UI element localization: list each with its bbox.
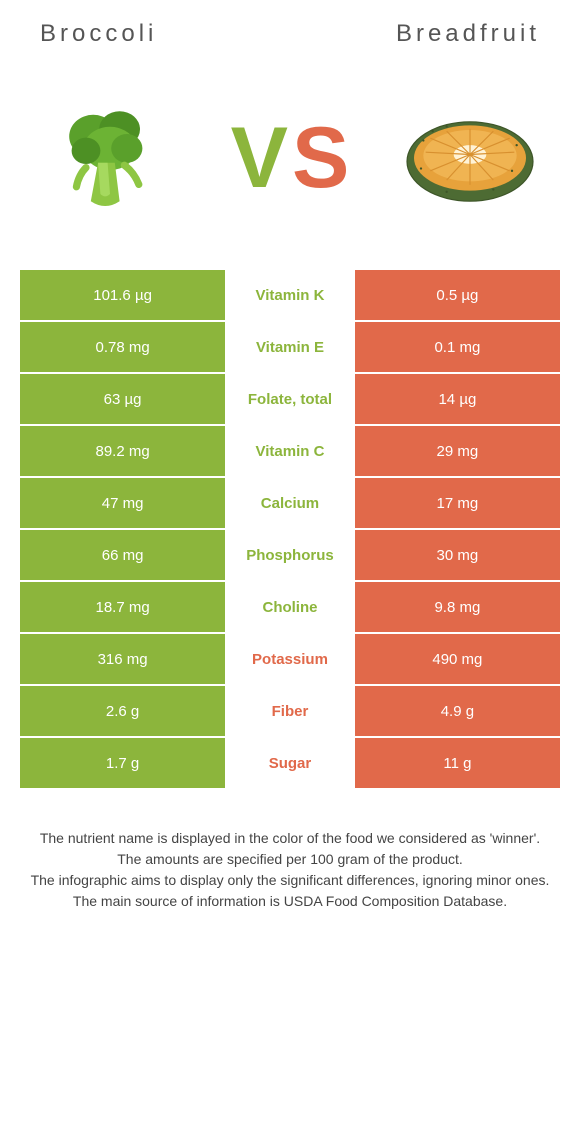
footnote-line: The infographic aims to display only the… xyxy=(30,870,550,891)
table-row: 316 mgPotassium490 mg xyxy=(20,633,560,685)
right-food-title: Breadfruit xyxy=(396,20,540,48)
illustration-row: V S xyxy=(20,58,560,268)
nutrient-name-cell: Vitamin C xyxy=(225,425,355,477)
nutrient-name-cell: Choline xyxy=(225,581,355,633)
left-value-cell: 1.7 g xyxy=(20,737,225,789)
nutrient-name-cell: Potassium xyxy=(225,633,355,685)
left-value-cell: 18.7 mg xyxy=(20,581,225,633)
table-row: 101.6 µgVitamin K0.5 µg xyxy=(20,269,560,321)
table-row: 2.6 gFiber4.9 g xyxy=(20,685,560,737)
breadfruit-icon xyxy=(400,88,540,228)
left-value-cell: 63 µg xyxy=(20,373,225,425)
vs-label: V S xyxy=(231,115,350,201)
nutrient-name-cell: Fiber xyxy=(225,685,355,737)
vs-letter-s: S xyxy=(292,115,349,201)
table-row: 47 mgCalcium17 mg xyxy=(20,477,560,529)
nutrient-name-cell: Calcium xyxy=(225,477,355,529)
nutrient-name-cell: Vitamin E xyxy=(225,321,355,373)
nutrient-name-cell: Phosphorus xyxy=(225,529,355,581)
table-row: 18.7 mgCholine9.8 mg xyxy=(20,581,560,633)
left-food-title: Broccoli xyxy=(40,20,157,48)
footnote-line: The amounts are specified per 100 gram o… xyxy=(30,849,550,870)
right-value-cell: 0.5 µg xyxy=(355,269,560,321)
left-value-cell: 316 mg xyxy=(20,633,225,685)
right-value-cell: 11 g xyxy=(355,737,560,789)
table-row: 66 mgPhosphorus30 mg xyxy=(20,529,560,581)
table-row: 0.78 mgVitamin E0.1 mg xyxy=(20,321,560,373)
nutrient-name-cell: Folate, total xyxy=(225,373,355,425)
footnote-line: The main source of information is USDA F… xyxy=(30,891,550,912)
left-value-cell: 66 mg xyxy=(20,529,225,581)
left-value-cell: 0.78 mg xyxy=(20,321,225,373)
left-value-cell: 89.2 mg xyxy=(20,425,225,477)
header-row: Broccoli Breadfruit xyxy=(20,20,560,58)
broccoli-icon xyxy=(40,88,180,228)
table-row: 63 µgFolate, total14 µg xyxy=(20,373,560,425)
nutrient-name-cell: Vitamin K xyxy=(225,269,355,321)
right-value-cell: 4.9 g xyxy=(355,685,560,737)
right-value-cell: 30 mg xyxy=(355,529,560,581)
right-value-cell: 490 mg xyxy=(355,633,560,685)
left-value-cell: 2.6 g xyxy=(20,685,225,737)
comparison-table: 101.6 µgVitamin K0.5 µg0.78 mgVitamin E0… xyxy=(20,268,560,790)
right-value-cell: 29 mg xyxy=(355,425,560,477)
right-value-cell: 0.1 mg xyxy=(355,321,560,373)
footnotes: The nutrient name is displayed in the co… xyxy=(20,790,560,922)
nutrient-name-cell: Sugar xyxy=(225,737,355,789)
table-row: 89.2 mgVitamin C29 mg xyxy=(20,425,560,477)
table-row: 1.7 gSugar11 g xyxy=(20,737,560,789)
footnote-line: The nutrient name is displayed in the co… xyxy=(30,828,550,849)
right-value-cell: 9.8 mg xyxy=(355,581,560,633)
left-value-cell: 101.6 µg xyxy=(20,269,225,321)
right-value-cell: 14 µg xyxy=(355,373,560,425)
left-value-cell: 47 mg xyxy=(20,477,225,529)
right-value-cell: 17 mg xyxy=(355,477,560,529)
vs-letter-v: V xyxy=(231,115,288,201)
